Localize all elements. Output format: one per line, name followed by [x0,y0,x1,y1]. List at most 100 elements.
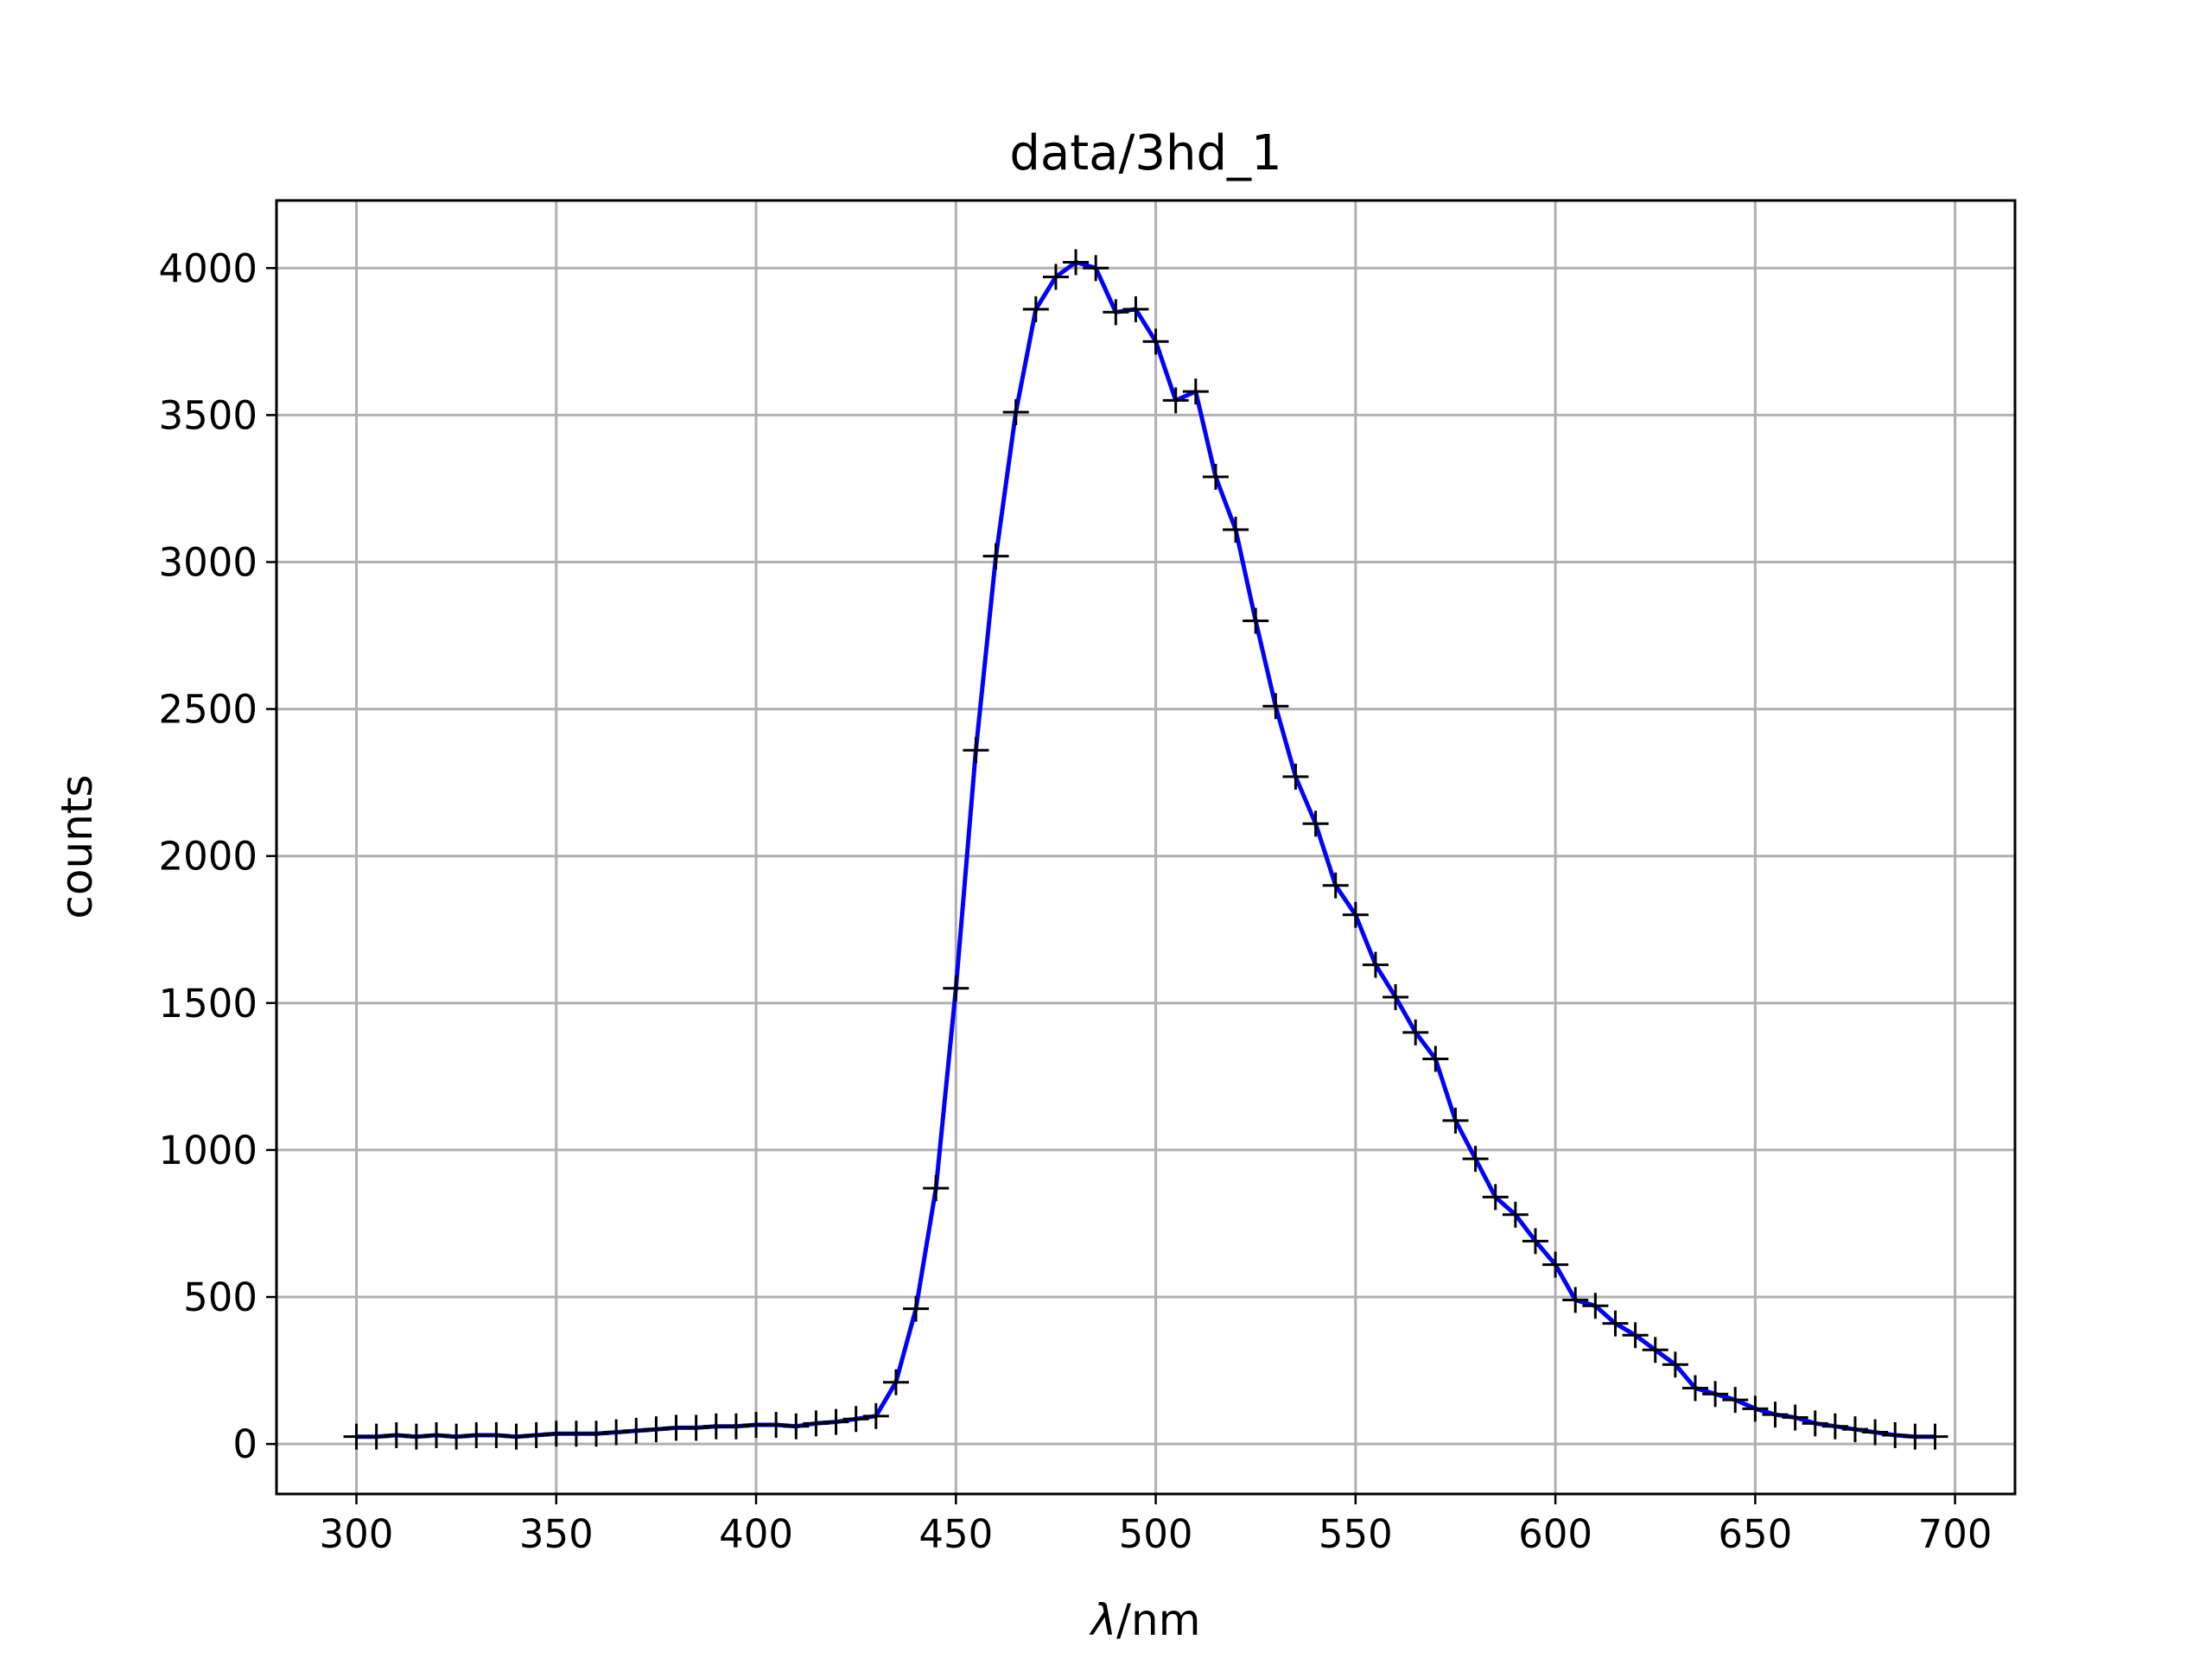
x-axis-title: λ/nm [1089,1595,1201,1645]
data-point-marker [1622,1322,1649,1349]
data-point-marker [1821,1413,1848,1440]
data-point-marker [882,1369,909,1395]
data-point-marker [1342,901,1369,928]
data-point-marker [763,1412,790,1439]
marker-layer [343,249,1948,1450]
data-point-marker [1362,951,1389,978]
data-point-marker [1762,1402,1789,1428]
data-point-marker [403,1423,429,1450]
data-point-marker [1702,1381,1729,1408]
y-tick-label: 1500 [158,981,257,1027]
data-point-marker [1602,1310,1629,1337]
data-point-marker [982,543,1009,569]
data-point-marker [1162,387,1189,414]
x-tick-label: 700 [1918,1511,1993,1557]
data-point-marker [1802,1410,1828,1437]
data-point-marker [722,1413,749,1440]
data-point-marker [1282,763,1309,790]
data-point-marker [1382,984,1409,1011]
data-point-marker [803,1410,830,1437]
data-point-marker [1022,296,1049,322]
data-point-marker [842,1406,869,1433]
x-tick-label: 500 [1119,1511,1193,1557]
data-point-marker [1882,1421,1909,1448]
x-axis-title-symbol: λ [1089,1595,1117,1645]
x-tick-label: 450 [918,1511,993,1557]
y-tick-label: 3500 [158,392,257,438]
x-tick-label: 650 [1718,1511,1792,1557]
data-point-marker [503,1423,530,1450]
data-point-marker [1063,249,1090,276]
data-point-marker [1462,1146,1489,1173]
y-tick-label: 3000 [158,539,257,585]
data-point-marker [1922,1423,1948,1450]
data-point-marker [1002,398,1029,425]
data-point-marker [1582,1293,1609,1319]
data-point-marker [1482,1184,1509,1211]
y-tick-label: 2000 [158,834,257,880]
y-tick-label: 0 [232,1421,257,1467]
data-point-marker [583,1421,610,1447]
data-point-marker [862,1402,889,1429]
y-tick-label: 2500 [158,687,257,733]
data-point-marker [643,1416,670,1443]
data-point-marker [1841,1416,1868,1443]
data-point-marker [1522,1228,1548,1255]
data-point-marker [1562,1287,1589,1313]
data-point-marker [1681,1375,1708,1402]
data-point-marker [783,1413,810,1440]
data-point-marker [1202,463,1229,490]
data-point-marker [1103,299,1129,326]
grid [276,200,2015,1494]
data-point-marker [1642,1337,1669,1363]
data-point-marker [1122,296,1149,322]
data-point-marker [523,1421,550,1448]
data-point-marker [963,737,989,764]
x-tick-label: 400 [719,1511,793,1557]
data-point-marker [1722,1387,1749,1414]
x-tick-label: 550 [1319,1511,1393,1557]
data-point-marker [1422,1046,1449,1072]
y-axis-title: counts [52,774,102,918]
data-point-marker [1182,378,1209,405]
data-point-marker [1262,693,1289,720]
data-point-marker [1322,872,1349,899]
x-tick-label: 350 [519,1511,594,1557]
data-point-marker [1042,264,1069,290]
data-point-marker [683,1414,709,1441]
data-point-marker [1302,810,1329,837]
data-point-marker [623,1417,650,1444]
data-point-marker [1442,1107,1469,1134]
data-point-marker [1542,1251,1569,1278]
data-point-marker [1742,1395,1769,1422]
x-tick-label: 600 [1518,1511,1592,1557]
data-point-marker [903,1295,930,1322]
data-point-marker [603,1419,630,1446]
data-point-marker [1402,1019,1429,1046]
data-point-marker [823,1408,849,1435]
y-tick-label: 500 [183,1274,257,1320]
data-point-marker [1782,1404,1808,1431]
x-axis: 300 350 400 450 500 550 600 650 700 [320,1494,1993,1557]
x-tick-label: 300 [320,1511,394,1557]
data-point-marker [1862,1419,1889,1446]
data-point-marker [363,1423,390,1450]
data-point-marker [1083,255,1109,282]
data-point-marker [1243,607,1269,634]
data-point-marker [943,975,969,1001]
y-tick-label: 1000 [158,1128,257,1173]
data-point-marker [1502,1201,1529,1228]
plot-frame [275,199,2017,1496]
data-point-marker [423,1421,450,1448]
data-point-marker [1223,517,1249,543]
data-point-marker [1662,1351,1688,1378]
data-point-marker [1142,328,1169,355]
y-tick-label: 4000 [158,245,257,291]
y-axis: 0 500 1000 1500 2000 2500 3000 3500 4000 [158,245,276,1467]
data-point-marker [383,1421,410,1448]
data-point-marker [923,1175,950,1202]
x-axis-title-unit: /nm [1116,1595,1200,1645]
data-point-marker [483,1421,510,1448]
